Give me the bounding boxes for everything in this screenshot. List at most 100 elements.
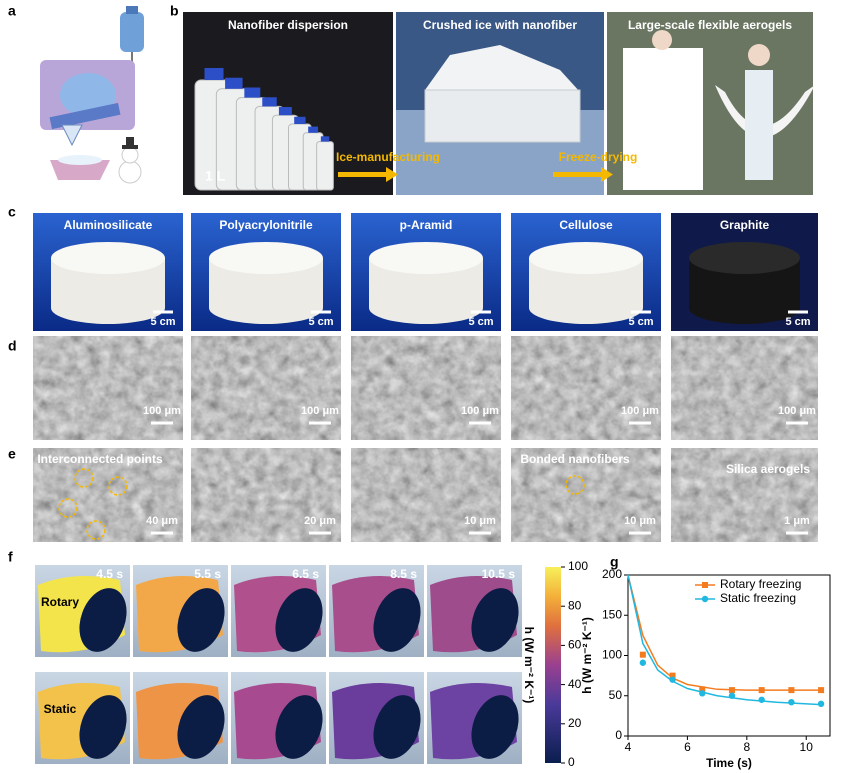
- panel-label: f: [8, 549, 13, 565]
- panel-label: b: [170, 3, 179, 19]
- material-name: Aluminosilicate: [64, 218, 153, 232]
- data-point: [758, 696, 765, 703]
- arrow-label: Ice-manufacturing: [336, 150, 440, 164]
- sem-label: Interconnected points: [37, 452, 163, 466]
- data-point: [788, 698, 795, 706]
- fit-line: [627, 574, 822, 706]
- data-point: [639, 659, 647, 666]
- data-point: [669, 676, 676, 683]
- data-point: [639, 651, 646, 658]
- sem-image: [511, 448, 661, 542]
- panel-label: c: [8, 204, 16, 220]
- scale-bar-label: 100 μm: [301, 405, 339, 417]
- scale-bar-label: 10 μm: [464, 515, 496, 527]
- aerogel-top: [689, 242, 800, 274]
- colorbar-tick-label: 100: [568, 559, 588, 573]
- sem-image: [191, 448, 341, 542]
- sem-image: [33, 448, 183, 542]
- photo-caption: Nanofiber dispersion: [228, 18, 348, 32]
- arrows: [338, 167, 613, 182]
- scale-bar-label: 20 μm: [304, 515, 336, 527]
- data-point: [699, 690, 706, 697]
- scale-bar-label: 100 μm: [621, 405, 659, 417]
- sem-label: Bonded nanofibers: [520, 452, 630, 466]
- aerogel-top: [529, 242, 643, 274]
- sim-face: [79, 695, 127, 759]
- photo-caption: Crushed ice with nanofiber: [423, 18, 577, 32]
- y-tick-label: 100: [602, 648, 622, 662]
- data-point: [817, 700, 825, 707]
- highlight-circle: [74, 468, 94, 488]
- colorbar-tick-label: 0: [568, 755, 575, 769]
- panel-label: e: [8, 446, 16, 462]
- scale-bar-label: 100 μm: [143, 405, 181, 417]
- aerogel-top: [369, 242, 483, 274]
- aerogel-top: [51, 242, 165, 274]
- aerogel-bottom: [51, 292, 165, 324]
- panel-label: a: [8, 3, 16, 19]
- sim-face: [373, 695, 421, 759]
- material-name: Cellulose: [559, 218, 613, 232]
- x-tick-label: 6: [684, 740, 691, 754]
- colorbar: [545, 567, 561, 763]
- time-label: 6.5 s: [292, 567, 319, 581]
- sem-image: [351, 448, 501, 542]
- sim-face: [373, 588, 421, 652]
- legend-label: Static freezing: [720, 591, 796, 605]
- y-tick-label: 0: [615, 728, 622, 742]
- row-label: Rotary: [41, 595, 79, 609]
- sim-face: [79, 588, 127, 652]
- panel-label: g: [610, 554, 619, 570]
- y-tick-label: 200: [602, 567, 622, 581]
- scale-bar-label: 40 μm: [146, 515, 178, 527]
- aerogel-bottom: [689, 292, 800, 324]
- x-tick-label: 4: [625, 740, 632, 754]
- material-name: Graphite: [720, 218, 770, 232]
- highlight-circle: [58, 498, 78, 518]
- sim-face: [275, 588, 323, 652]
- x-axis-label: Time (s): [706, 756, 752, 770]
- bottle-cap: [204, 68, 224, 80]
- data-point: [728, 692, 736, 699]
- data-point: [758, 687, 765, 694]
- aerogel-top: [209, 242, 323, 274]
- time-label: 4.5 s: [96, 567, 123, 581]
- data-point: [728, 687, 735, 694]
- bottle-cap: [320, 136, 330, 142]
- scale-bar-label: 1 μm: [784, 515, 810, 527]
- legend-label: Rotary freezing: [720, 577, 801, 591]
- scale-bar-label: 5 cm: [785, 316, 810, 328]
- scale-bar-label: 100 μm: [461, 405, 499, 417]
- bottle-cap: [225, 77, 243, 89]
- scale-bar-label: 5 cm: [150, 316, 175, 328]
- bottles: [194, 68, 334, 191]
- bottle-label: 1 L: [205, 168, 226, 184]
- sim-face: [177, 588, 225, 652]
- bottle: [316, 141, 334, 191]
- sim-face: [471, 695, 519, 759]
- scale-bar-label: 5 cm: [468, 316, 493, 328]
- scale-bar-label: 100 μm: [778, 405, 816, 417]
- legend-marker: [701, 595, 709, 603]
- colorbar-tick-label: 20: [568, 716, 582, 730]
- data-point: [699, 686, 706, 693]
- sem-image: [671, 448, 818, 542]
- time-label: 8.5 s: [390, 567, 417, 581]
- y-axis-label: h (W m⁻² K⁻¹): [580, 617, 594, 694]
- fit-line: [627, 574, 822, 691]
- panel-label: d: [8, 338, 17, 354]
- data-point: [788, 687, 795, 694]
- sim-face: [471, 588, 519, 652]
- row-label: Static: [44, 702, 77, 716]
- aerogel-bottom: [209, 292, 323, 324]
- bottle-cap: [244, 87, 261, 98]
- legend-marker: [702, 582, 708, 588]
- scale-bar-label: 5 cm: [628, 316, 653, 328]
- time-label: 5.5 s: [194, 567, 221, 581]
- bottle-cap: [278, 107, 292, 116]
- highlight-circle: [108, 476, 128, 496]
- time-label: 10.5 s: [482, 567, 516, 581]
- data-point: [818, 687, 825, 694]
- aerogel-bottom: [529, 292, 643, 324]
- data-point: [669, 672, 676, 679]
